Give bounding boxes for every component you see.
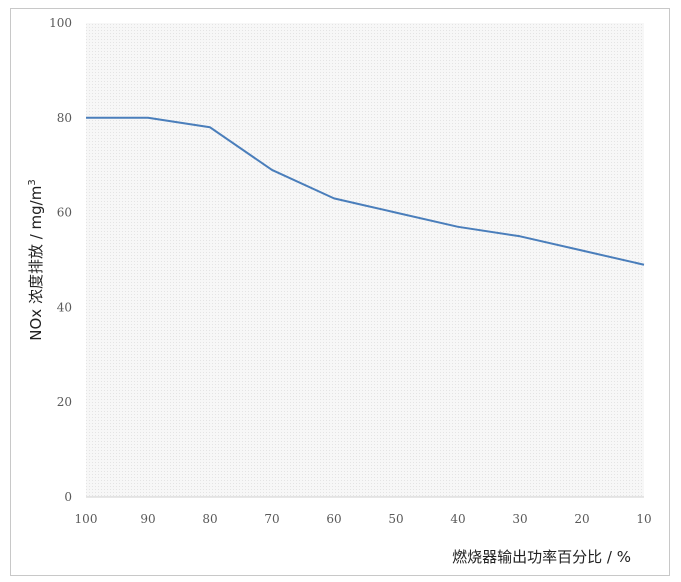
- y-tick-label: 0: [64, 490, 72, 504]
- x-tick-label: 60: [326, 512, 341, 526]
- x-axis-title: 燃烧器输出功率百分比 / %: [452, 548, 631, 566]
- y-axis-title-main: NOx 浓度排放 / mg/m: [27, 186, 45, 341]
- x-tick-label: 80: [202, 512, 217, 526]
- y-tick-label: 100: [49, 16, 72, 30]
- x-tick-label: 30: [512, 512, 527, 526]
- y-tick-label: 40: [57, 300, 72, 314]
- x-tick-label: 100: [75, 512, 98, 526]
- y-axis-title: NOx 浓度排放 / mg/m3: [27, 179, 45, 340]
- x-tick-labels: 100 90 80 70 60 50 40 30 20 10: [75, 512, 652, 526]
- chart-svg: 0 20 40 60 80 100 100 90 80 70 60 50 40 30 20 10 燃烧器输出…: [27, 16, 652, 566]
- x-tick-label: 70: [264, 512, 279, 526]
- y-tick-label: 20: [57, 395, 72, 409]
- y-tick-label: 60: [57, 206, 72, 220]
- y-tick-label: 80: [57, 111, 72, 125]
- x-tick-label: 90: [140, 512, 155, 526]
- y-tick-labels: 0 20 40 60 80 100: [49, 16, 72, 504]
- chart-frame: 0 20 40 60 80 100 100 90 80 70 60 50 40 30 20 10 燃烧器输出…: [10, 8, 670, 576]
- x-tick-label: 20: [574, 512, 589, 526]
- series-line: [86, 116, 645, 266]
- x-tick-label: 10: [636, 512, 651, 526]
- y-axis-title-superscript: 3: [27, 179, 38, 185]
- x-tick-label: 50: [388, 512, 403, 526]
- x-tick-label: 40: [450, 512, 465, 526]
- plot-area: [86, 23, 644, 497]
